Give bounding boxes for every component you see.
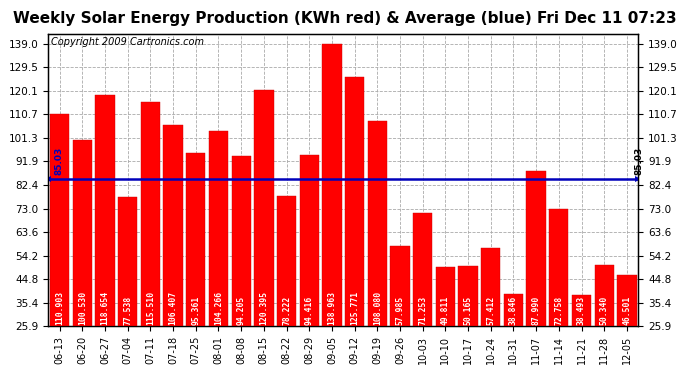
Text: 85.03: 85.03: [635, 147, 644, 175]
Text: 87.990: 87.990: [531, 296, 541, 325]
Text: 72.758: 72.758: [554, 296, 563, 325]
Text: 38.493: 38.493: [577, 296, 586, 325]
Text: 57.412: 57.412: [486, 296, 495, 325]
Text: 78.222: 78.222: [282, 296, 291, 325]
Bar: [254, 90, 273, 326]
Text: 118.654: 118.654: [101, 291, 110, 325]
Text: 94.205: 94.205: [237, 296, 246, 325]
Text: 77.538: 77.538: [124, 296, 132, 325]
Text: 85.03: 85.03: [54, 147, 63, 175]
Text: 49.811: 49.811: [441, 296, 450, 325]
Text: 46.501: 46.501: [622, 296, 631, 325]
Bar: [391, 246, 410, 326]
Text: 115.510: 115.510: [146, 291, 155, 325]
Text: 120.395: 120.395: [259, 291, 268, 325]
Bar: [209, 130, 228, 326]
Bar: [164, 125, 183, 326]
Bar: [549, 209, 569, 326]
Bar: [458, 266, 477, 326]
Text: 95.361: 95.361: [191, 296, 200, 325]
Text: 50.165: 50.165: [464, 296, 473, 325]
Text: 57.985: 57.985: [395, 296, 404, 325]
Bar: [504, 294, 523, 326]
Text: Copyright 2009 Cartronics.com: Copyright 2009 Cartronics.com: [51, 37, 204, 46]
Text: 50.340: 50.340: [600, 296, 609, 325]
Bar: [368, 121, 387, 326]
Text: 106.407: 106.407: [168, 291, 177, 325]
Text: 71.253: 71.253: [418, 296, 427, 325]
Text: 108.080: 108.080: [373, 291, 382, 325]
Bar: [50, 114, 69, 326]
Bar: [595, 265, 614, 326]
Bar: [232, 156, 250, 326]
Bar: [95, 94, 115, 326]
Text: 125.771: 125.771: [350, 291, 359, 325]
Bar: [572, 295, 591, 326]
Text: 94.416: 94.416: [305, 296, 314, 325]
Text: 38.846: 38.846: [509, 296, 518, 325]
Text: 104.266: 104.266: [214, 291, 223, 325]
Bar: [413, 213, 433, 326]
Bar: [322, 44, 342, 326]
Bar: [345, 77, 364, 326]
Bar: [72, 140, 92, 326]
Bar: [141, 102, 160, 326]
Bar: [618, 275, 637, 326]
Text: Weekly Solar Energy Production (KWh red) & Average (blue) Fri Dec 11 07:23: Weekly Solar Energy Production (KWh red)…: [13, 11, 677, 26]
Bar: [481, 248, 500, 326]
Text: 110.903: 110.903: [55, 291, 64, 325]
Bar: [186, 153, 206, 326]
Text: 138.963: 138.963: [328, 291, 337, 325]
Bar: [277, 195, 296, 326]
Text: 100.530: 100.530: [78, 291, 87, 325]
Bar: [299, 155, 319, 326]
Bar: [526, 171, 546, 326]
Bar: [118, 197, 137, 326]
Bar: [436, 267, 455, 326]
